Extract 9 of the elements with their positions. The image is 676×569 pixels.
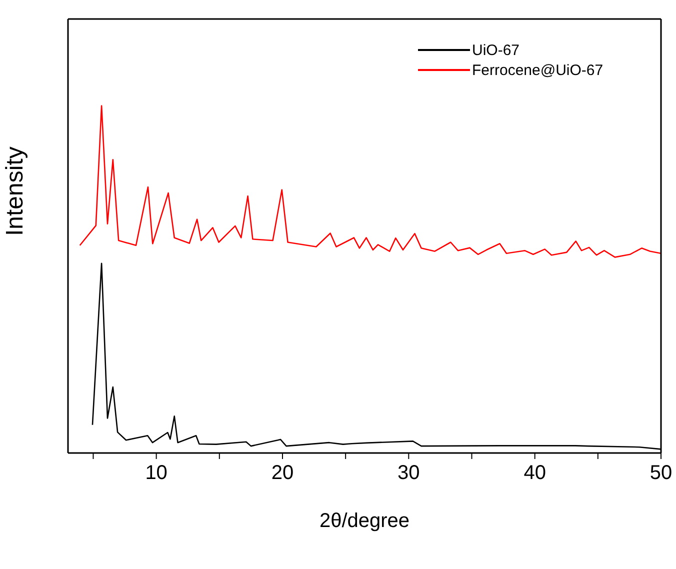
legend-label: Ferrocene@UiO-67: [472, 62, 604, 78]
x-axis-title: 2θ/degree: [319, 510, 410, 532]
x-tick-label: 50: [650, 462, 672, 484]
legend-label: UiO-67: [472, 42, 520, 58]
x-tick-label: 10: [145, 462, 168, 484]
x-tick-label: 40: [524, 462, 546, 484]
y-axis-title: Intensity: [2, 146, 29, 236]
x-tick-label: 20: [271, 462, 294, 484]
x-tick-label: 30: [398, 462, 420, 484]
